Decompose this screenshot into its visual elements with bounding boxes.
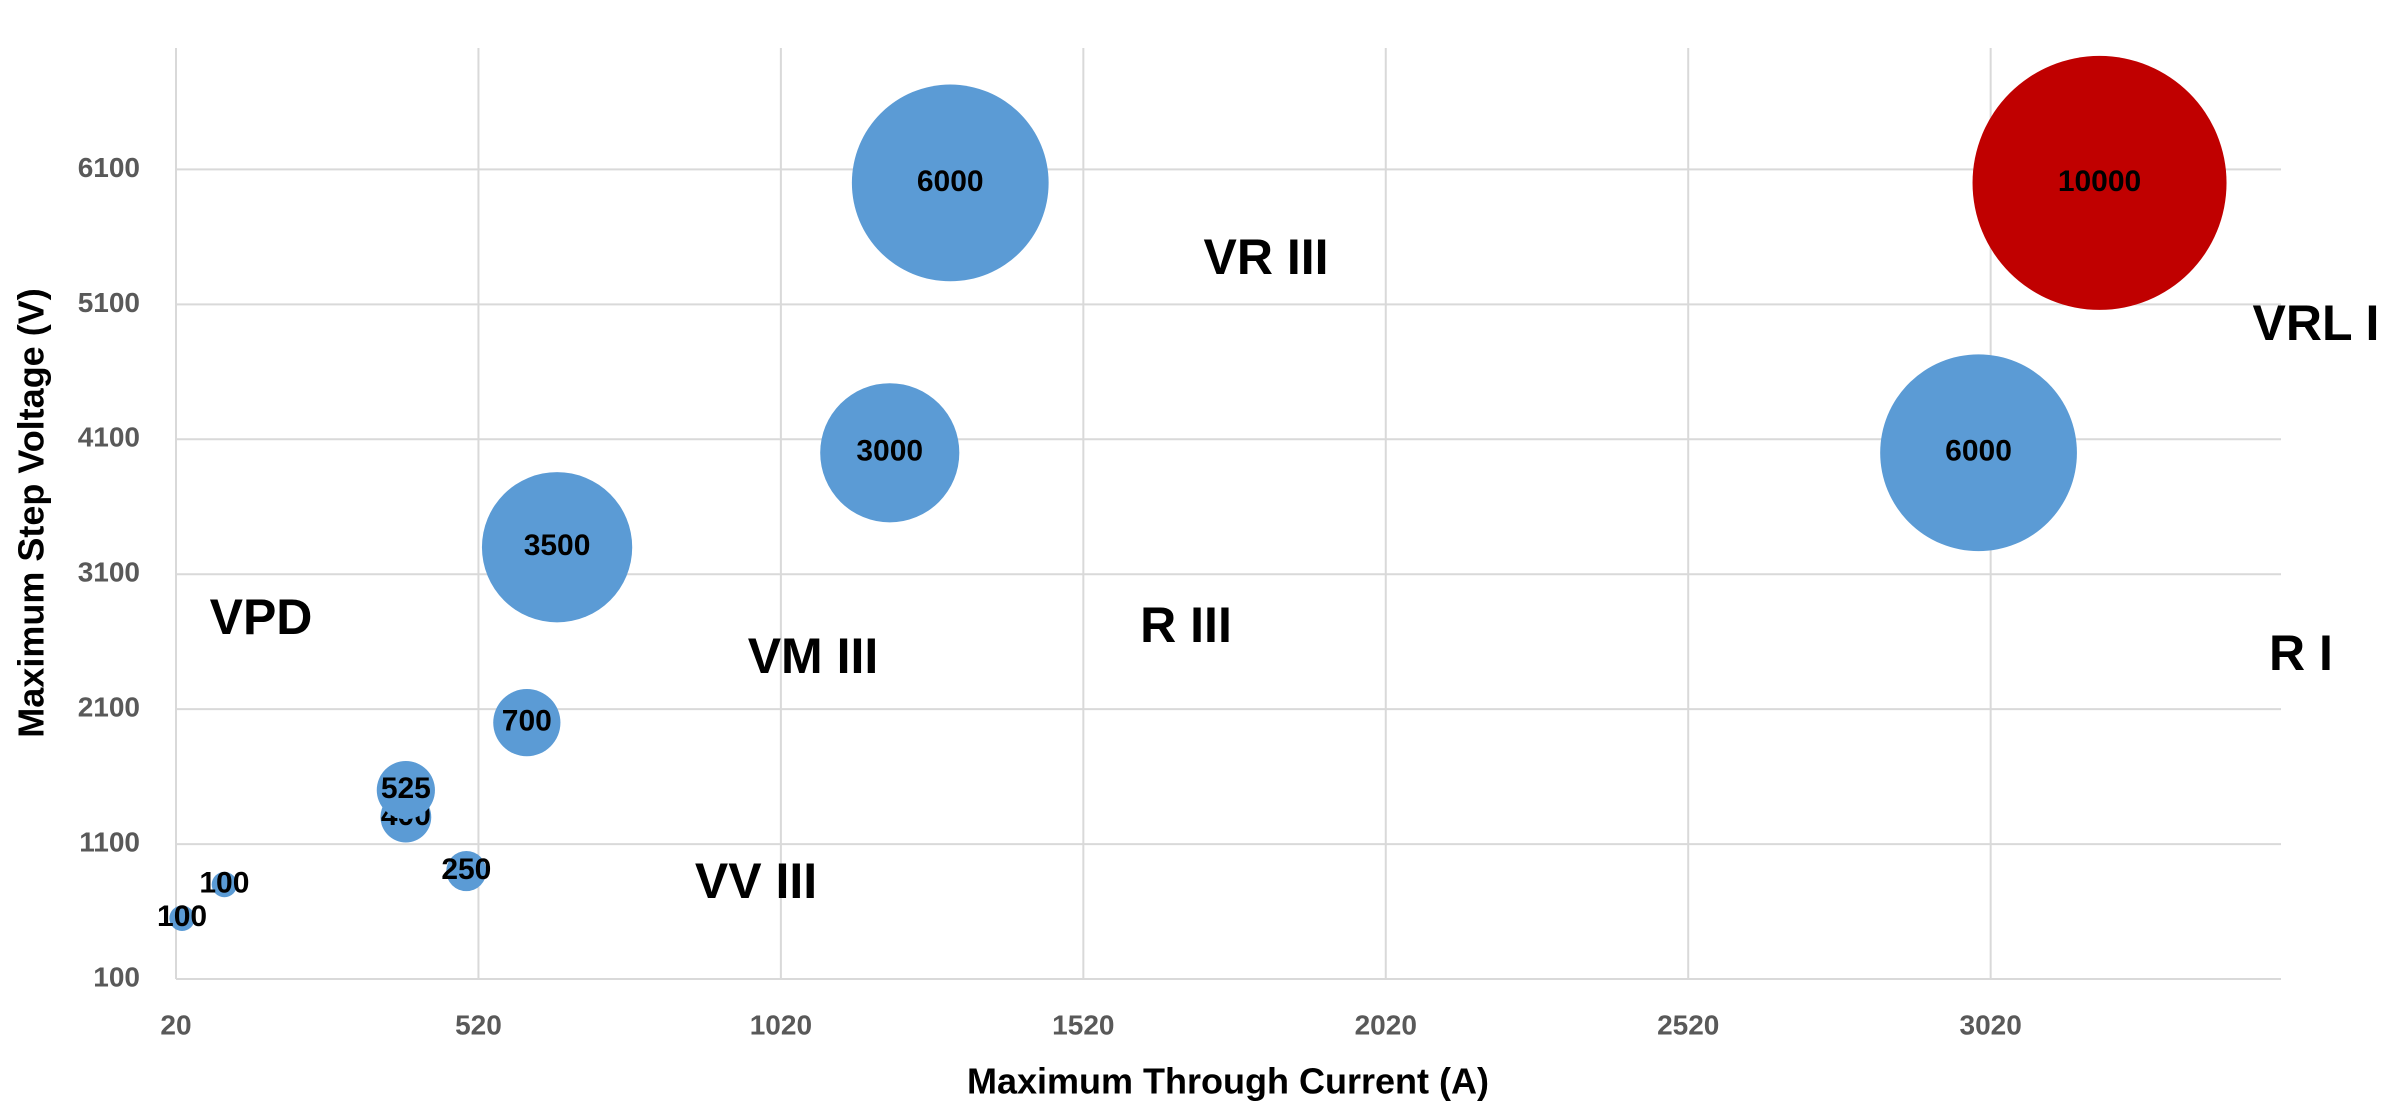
product-label: VV III xyxy=(695,853,817,909)
x-tick-label: 3020 xyxy=(1960,1009,2022,1040)
y-axis-title: Maximum Step Voltage (V) xyxy=(11,288,52,737)
y-tick-label: 5100 xyxy=(78,287,140,318)
bubble-label: 100 xyxy=(157,900,207,933)
bubble-label: 10000 xyxy=(2058,165,2141,198)
x-tick-label: 520 xyxy=(455,1009,502,1040)
x-tick-label: 2020 xyxy=(1355,1009,1417,1040)
bubble-label: 525 xyxy=(381,772,431,805)
product-label: VM III xyxy=(748,628,879,684)
x-axis-title: Maximum Through Current (A) xyxy=(967,1061,1489,1102)
product-label: R III xyxy=(1140,597,1232,653)
bubble-label: 6000 xyxy=(1945,435,2012,468)
bubble-label: 100 xyxy=(199,866,249,899)
x-tick-label: 20 xyxy=(160,1009,191,1040)
bubble-label: 250 xyxy=(441,853,491,886)
bubble-label: 3500 xyxy=(524,529,591,562)
chart: Maximum Through Current (A) Maximum Step… xyxy=(0,0,2405,1106)
y-tick-label: 2100 xyxy=(78,692,140,723)
product-label: VPD xyxy=(210,589,313,645)
y-tick-label: 4100 xyxy=(78,422,140,453)
x-tick-label: 1020 xyxy=(750,1009,812,1040)
x-tick-label: 1520 xyxy=(1052,1009,1114,1040)
product-label: VR III xyxy=(1203,229,1328,285)
bubble-label: 3000 xyxy=(856,435,923,468)
y-tick-label: 100 xyxy=(93,961,140,992)
bubble-label: 700 xyxy=(502,705,552,738)
x-tick-label: 2520 xyxy=(1657,1009,1719,1040)
y-tick-label: 6100 xyxy=(78,152,140,183)
y-tick-label: 3100 xyxy=(78,557,140,588)
bubble-label: 6000 xyxy=(917,165,984,198)
y-tick-label: 1100 xyxy=(79,826,140,857)
product-label: R I xyxy=(2269,625,2333,681)
product-label: VRL I xyxy=(2253,295,2380,351)
